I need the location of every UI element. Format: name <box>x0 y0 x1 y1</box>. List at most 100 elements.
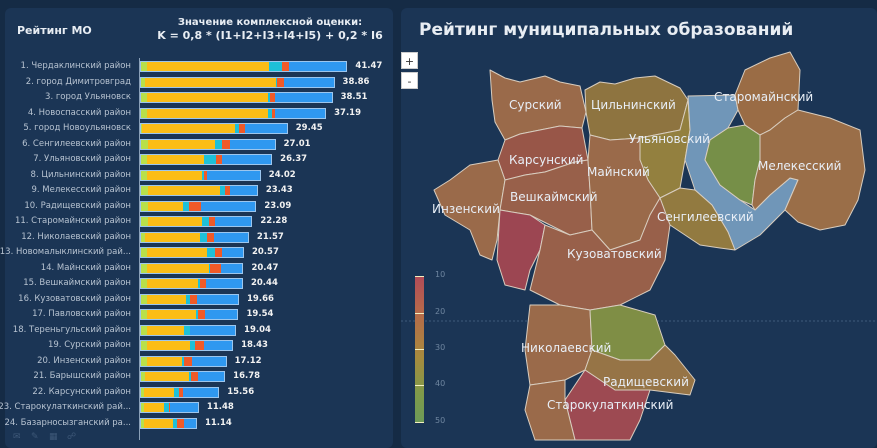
bar-segment-i4[interactable] <box>191 372 198 381</box>
bar-segment-i5[interactable] <box>222 155 271 164</box>
bar-segment-i2[interactable] <box>144 419 173 428</box>
bar-segment-i5[interactable] <box>192 357 226 366</box>
bar-segment-i1[interactable] <box>141 202 148 211</box>
bar-segment-i5[interactable] <box>284 78 334 87</box>
stacked-bar[interactable] <box>140 92 333 103</box>
bar-segment-i5[interactable] <box>275 93 331 102</box>
stacked-bar[interactable] <box>140 325 236 336</box>
table-row[interactable]: 23. Старокулаткинский рай...11.48 <box>5 401 393 413</box>
bar-segment-i2[interactable] <box>145 233 199 242</box>
stacked-bar[interactable] <box>140 216 252 227</box>
table-row[interactable]: 24. Базарносызганский ра...11.14 <box>5 417 393 429</box>
bar-segment-i2[interactable] <box>147 279 197 288</box>
stacked-bar[interactable] <box>140 201 256 212</box>
bar-segment-i4[interactable] <box>222 140 230 149</box>
bar-segment-i5[interactable] <box>198 372 224 381</box>
bar-segment-i5[interactable] <box>221 264 243 273</box>
stacked-bar[interactable] <box>140 278 243 289</box>
bar-segment-i3[interactable] <box>200 233 207 242</box>
bar-segment-i4[interactable] <box>277 78 284 87</box>
bar-segment-i5[interactable] <box>289 62 346 71</box>
bar-segment-i2[interactable] <box>144 388 174 397</box>
bar-segment-i5[interactable] <box>230 140 275 149</box>
bar-segment-i5[interactable] <box>183 388 219 397</box>
bar-segment-i4[interactable] <box>184 357 192 366</box>
bar-segment-i5[interactable] <box>214 233 248 242</box>
bar-segment-i2[interactable] <box>147 264 208 273</box>
bar-segment-i3[interactable] <box>215 140 222 149</box>
table-row[interactable]: 13. Новомалыклинский рай...20.57 <box>5 246 393 258</box>
stacked-bar[interactable] <box>140 247 244 258</box>
stacked-bar[interactable] <box>140 309 238 320</box>
bar-segment-i5[interactable] <box>184 419 196 428</box>
stacked-bar[interactable] <box>140 356 227 367</box>
bar-segment-i5[interactable] <box>201 202 255 211</box>
bar-segment-i3[interactable] <box>204 155 216 164</box>
bar-segment-i2[interactable] <box>147 295 185 304</box>
bar-segment-i4[interactable] <box>189 202 201 211</box>
bar-segment-i2[interactable] <box>142 124 234 133</box>
bar-segment-i5[interactable] <box>245 124 286 133</box>
bar-segment-i2[interactable] <box>147 310 196 319</box>
stacked-bar[interactable] <box>140 185 258 196</box>
bar-segment-i2[interactable] <box>147 357 182 366</box>
bar-segment-i4[interactable] <box>177 419 184 428</box>
stacked-bar[interactable] <box>140 371 225 382</box>
stacked-bar[interactable] <box>140 61 347 72</box>
bar-segment-i5[interactable] <box>230 186 257 195</box>
stacked-bar[interactable] <box>140 387 219 398</box>
stacked-bar[interactable] <box>140 402 199 413</box>
bar-segment-i2[interactable] <box>147 326 184 335</box>
bar-segment-i4[interactable] <box>239 124 246 133</box>
bar-segment-i2[interactable] <box>145 78 276 87</box>
bar-segment-i2[interactable] <box>147 171 201 180</box>
zoom-in-button[interactable]: + <box>401 52 418 69</box>
bar-segment-i2[interactable] <box>147 109 267 118</box>
bar-segment-i2[interactable] <box>148 217 202 226</box>
bar-segment-i2[interactable] <box>147 248 207 257</box>
stacked-bar[interactable] <box>140 294 239 305</box>
bar-segment-i4[interactable] <box>198 310 205 319</box>
stacked-bar[interactable] <box>140 77 335 88</box>
region-map[interactable]: Сурский Цильнинский Старомайнский Ульяно… <box>401 8 877 441</box>
bar-segment-i2[interactable] <box>145 372 189 381</box>
bar-segment-i1[interactable] <box>141 140 148 149</box>
bar-segment-i5[interactable] <box>190 326 235 335</box>
bar-segment-i5[interactable] <box>207 171 259 180</box>
bar-segment-i4[interactable] <box>210 264 220 273</box>
bar-segment-i2[interactable] <box>147 93 268 102</box>
bar-segment-i4[interactable] <box>190 295 197 304</box>
stacked-bar[interactable] <box>140 139 276 150</box>
bar-segment-i2[interactable] <box>147 155 204 164</box>
bar-segment-i5[interactable] <box>170 403 198 412</box>
stacked-bar[interactable] <box>140 418 197 429</box>
stacked-bar[interactable] <box>140 154 272 165</box>
bar-segment-i2[interactable] <box>148 140 215 149</box>
zoom-out-button[interactable]: - <box>401 72 418 89</box>
bar-segment-i1[interactable] <box>141 217 148 226</box>
stacked-bar[interactable] <box>140 170 261 181</box>
bar-segment-i2[interactable] <box>147 62 268 71</box>
bar-segment-i2[interactable] <box>148 202 183 211</box>
bar-segment-i5[interactable] <box>197 295 238 304</box>
bar-segment-i4[interactable] <box>195 341 203 350</box>
bar-segment-i2[interactable] <box>148 186 220 195</box>
bar-segment-i5[interactable] <box>205 310 237 319</box>
